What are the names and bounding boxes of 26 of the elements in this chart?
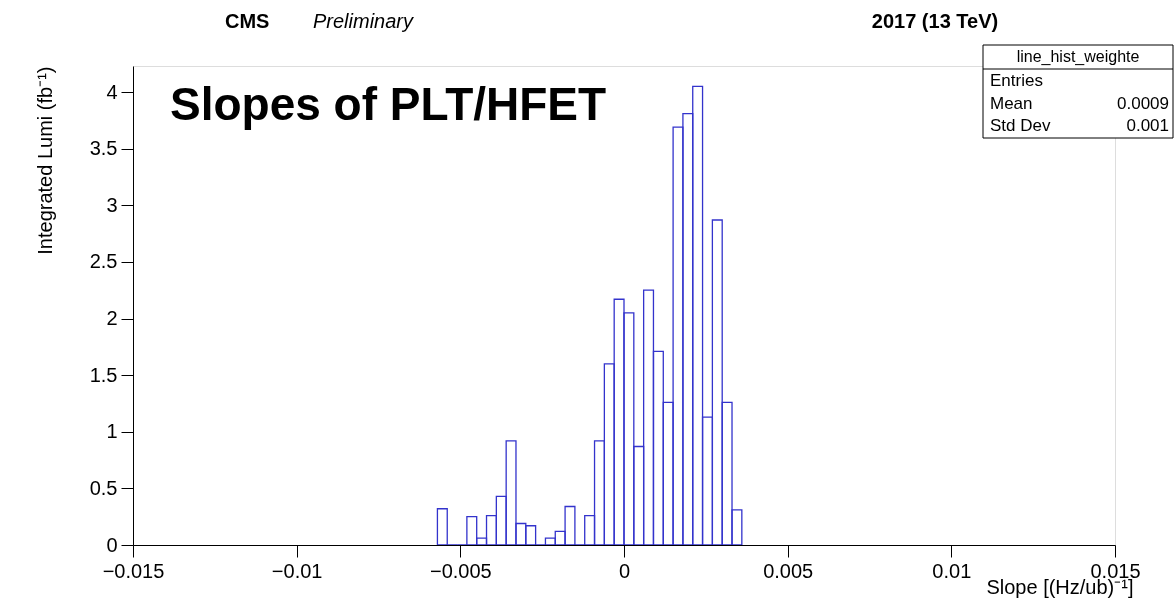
- y-tick-label: 2.5: [89, 250, 118, 273]
- text: 0.001: [1126, 116, 1169, 135]
- text: 2017 (13 TeV): [871, 10, 999, 32]
- x-tick-label: 0: [618, 559, 631, 582]
- y-tick-label: 4: [106, 80, 118, 103]
- chart-subtitle: Preliminary: [313, 10, 415, 32]
- x-tick-label: −0.005: [429, 559, 492, 582]
- x-tick-label: −0.015: [102, 559, 165, 582]
- annotation: Std Dev: [990, 116, 1051, 135]
- y-tick-label: 0: [106, 533, 118, 556]
- x-tick-label: 0.005: [763, 559, 814, 582]
- x-tick-label: −0.01: [271, 559, 323, 582]
- annotation: Slopes of PLT/HFET: [170, 78, 607, 130]
- y-tick-label: 1: [106, 420, 118, 443]
- y-tick-label: 0.5: [89, 476, 118, 499]
- y-tick-label: 3.5: [89, 137, 118, 160]
- x-tick-label: 0.01: [932, 559, 972, 582]
- y-tick-label: 1.5: [89, 363, 118, 386]
- annotation: Mean: [990, 94, 1033, 113]
- y-tick-label: 3: [106, 193, 118, 216]
- text: 0.0009: [1117, 94, 1169, 113]
- y-tick-label: 2: [106, 307, 118, 330]
- chart-title: CMS: [225, 10, 270, 32]
- text: line_hist_weighte: [1016, 48, 1140, 66]
- annotation: Entries: [990, 71, 1043, 90]
- y-axis-title: Integrated Lumi (fb⁻¹): [33, 66, 56, 255]
